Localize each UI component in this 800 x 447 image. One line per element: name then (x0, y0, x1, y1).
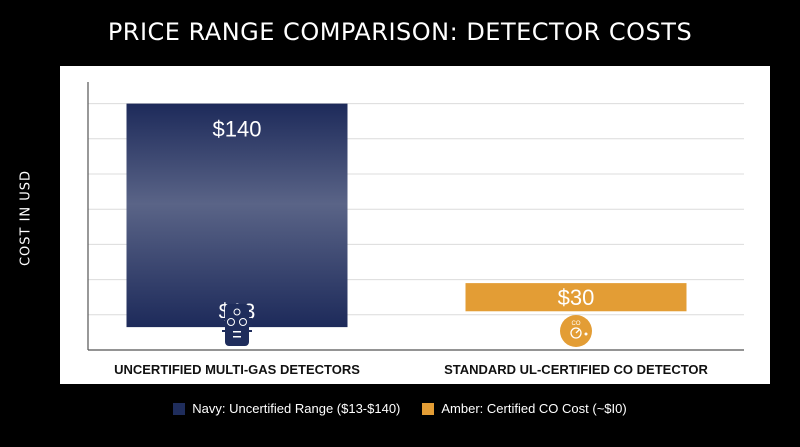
detector-grip (222, 324, 225, 326)
co-detector-needle (575, 329, 580, 334)
y-axis-label: COST IN USD (18, 169, 34, 267)
bar-uncertified-range (126, 103, 348, 328)
legend-label-navy: Navy: Uncertified Range ($13-$140) (192, 401, 401, 416)
detector-grip (249, 318, 252, 320)
detector-slot (233, 331, 241, 333)
x-tick-label: UNCERTIFIED MULTI-GAS DETECTORS (114, 362, 360, 377)
detector-slot (233, 336, 241, 338)
multi-gas-detector-icon (225, 304, 249, 346)
detector-sensor-top (233, 308, 241, 316)
detector-grip (222, 330, 225, 332)
legend-swatch-navy (173, 402, 186, 415)
legend-swatch-amber (422, 402, 435, 415)
co-detector-icon-label: CO (572, 321, 581, 327)
detector-grip (249, 330, 252, 332)
legend-item-amber: Amber: Certified CO Cost (~$I0) (422, 401, 627, 416)
bar-label-high: $140 (213, 117, 262, 142)
co-detector-led (584, 332, 588, 336)
detector-grip (249, 324, 252, 326)
chart-title: PRICE RANGE COMPARISON: DETECTOR COSTS (107, 18, 693, 46)
x-tick-label: STANDARD UL-CERTIFIED CO DETECTOR (444, 362, 708, 377)
legend-item-navy: Navy: Uncertified Range ($13-$140) (173, 401, 400, 416)
bar-certified-co (465, 283, 687, 312)
co-detector-icon (560, 315, 592, 347)
detector-sensor-left (227, 318, 235, 326)
detector-grip (222, 318, 225, 320)
legend-label-amber: Amber: Certified CO Cost (~$I0) (441, 401, 627, 416)
detector-sensor-right (239, 318, 247, 326)
co-detector-dial (570, 327, 582, 339)
legend: Navy: Uncertified Range ($13-$140) Amber… (0, 401, 800, 416)
bar-label-value: $30 (558, 285, 595, 310)
